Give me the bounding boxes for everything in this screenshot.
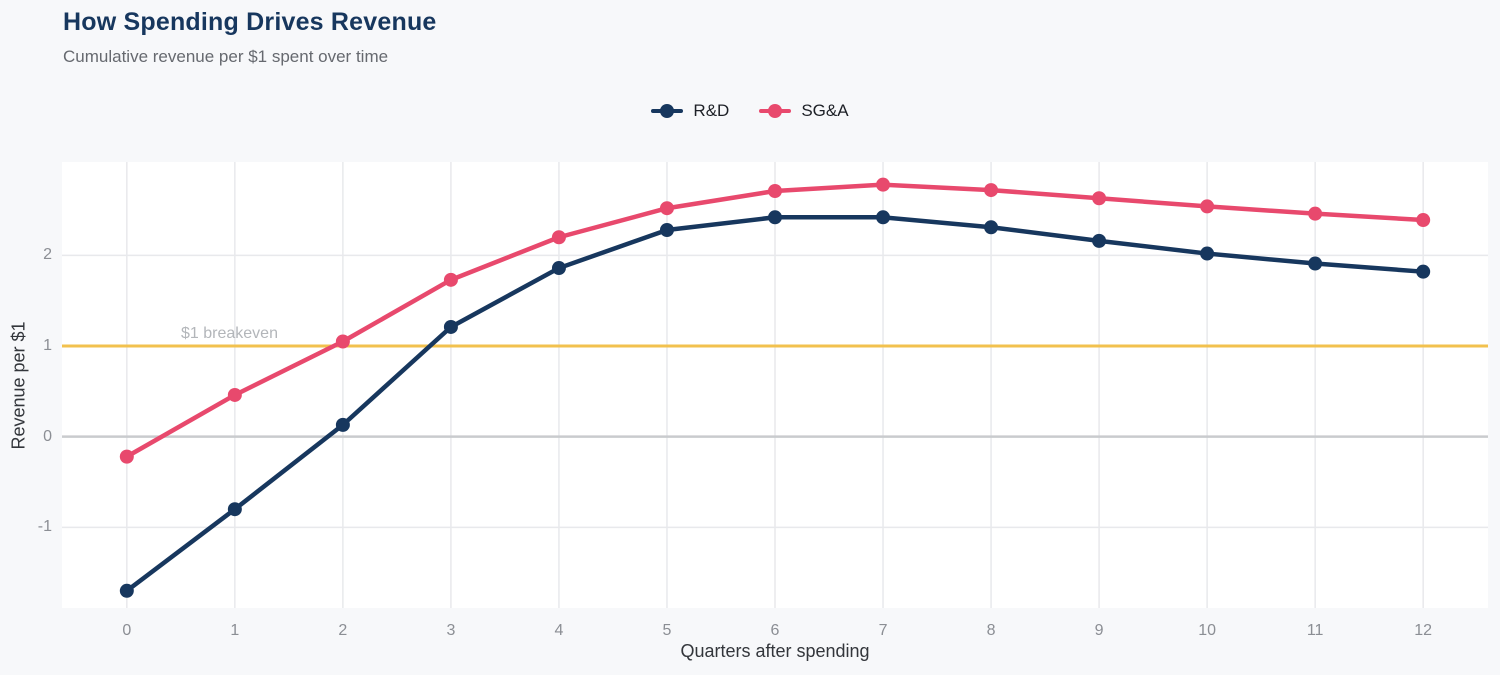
breakeven-annotation: $1 breakeven <box>181 325 278 343</box>
x-tick-label: 2 <box>338 622 348 639</box>
data-point-sga <box>659 201 674 216</box>
x-tick-label: 11 <box>1306 622 1324 639</box>
data-point-rd <box>1200 246 1215 261</box>
data-point-sga <box>768 184 782 199</box>
data-point-rd <box>551 261 566 276</box>
data-point-sga <box>1092 191 1107 206</box>
data-point-sga <box>551 230 566 245</box>
data-point-rd <box>1416 264 1431 279</box>
y-tick-label: 2 <box>43 246 52 264</box>
y-tick-label: 0 <box>43 427 52 445</box>
x-tick-label: 12 <box>1414 622 1433 639</box>
chart-legend: R&D SG&A <box>0 97 1500 125</box>
data-point-rd <box>659 222 674 237</box>
data-point-rd <box>443 319 458 334</box>
y-axis-title: Revenue per $1 <box>8 321 29 450</box>
data-point-sga <box>1416 213 1431 228</box>
legend-label: R&D <box>693 101 730 120</box>
data-point-rd <box>1308 256 1323 271</box>
data-point-sga <box>443 272 458 287</box>
legend-item-sga[interactable]: SG&A <box>759 101 849 121</box>
data-point-rd <box>876 210 891 225</box>
legend-marker-icon <box>651 104 684 118</box>
data-point-rd <box>768 210 782 225</box>
data-point-sga <box>1308 206 1323 221</box>
legend-label: SG&A <box>801 101 849 120</box>
y-tick-label: -1 <box>37 518 52 536</box>
chart-title: How Spending Drives Revenue <box>63 8 437 36</box>
x-tick-label: 3 <box>446 622 456 639</box>
data-point-rd <box>227 502 242 517</box>
x-tick-label: 5 <box>662 622 672 639</box>
data-point-sga <box>227 387 242 402</box>
y-tick-label: 1 <box>43 337 52 355</box>
x-tick-label: 0 <box>122 622 132 639</box>
legend-dot <box>660 104 675 118</box>
x-tick-label: 6 <box>770 622 780 639</box>
data-point-rd <box>119 583 134 598</box>
x-tick-label: 10 <box>1198 622 1216 639</box>
data-point-sga <box>335 334 350 349</box>
data-point-sga <box>984 183 999 198</box>
x-axis-title: Quarters after spending <box>680 641 870 661</box>
x-tick-label: 7 <box>878 622 888 639</box>
x-tick-label: 1 <box>230 622 240 639</box>
data-point-sga <box>876 177 891 192</box>
x-tick-label: 9 <box>1094 622 1104 639</box>
data-point-rd <box>335 417 350 432</box>
data-point-rd <box>984 220 999 235</box>
legend-marker-icon <box>759 104 792 118</box>
legend-dot <box>768 104 783 118</box>
data-point-rd <box>1092 233 1107 248</box>
x-tick-label: 4 <box>554 622 564 639</box>
legend-item-rd[interactable]: R&D <box>651 101 729 121</box>
chart-subtitle: Cumulative revenue per $1 spent over tim… <box>63 47 389 66</box>
data-point-sga <box>1200 199 1215 214</box>
data-point-sga <box>119 449 134 464</box>
x-tick-label: 8 <box>986 622 996 639</box>
